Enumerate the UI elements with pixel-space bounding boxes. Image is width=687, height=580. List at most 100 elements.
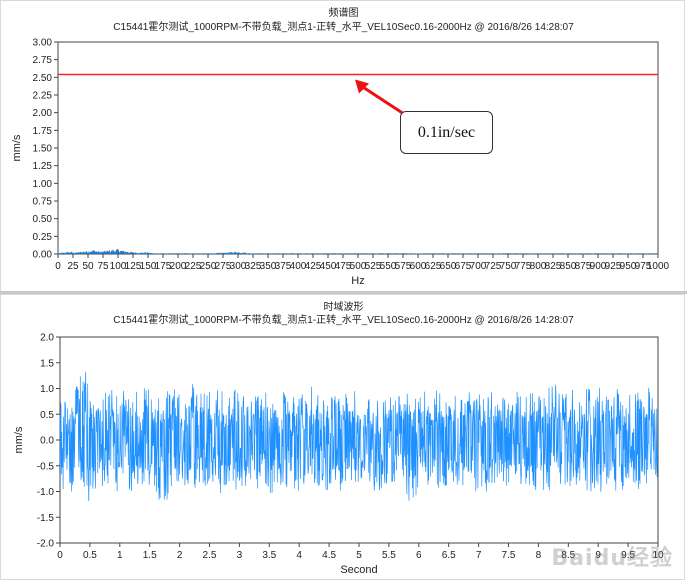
waveform-title: 时域波形 [323,302,364,313]
waveform-y-tick-label: 0.0 [40,436,54,447]
spectrum-x-tick-label: 750 [500,261,517,272]
waveform-x-tick-label: 1 [117,550,123,561]
spectrum-x-tick-label: 825 [545,261,562,272]
waveform-x-tick-label: 2.5 [203,550,217,561]
spectrum-x-tick-label: 0 [55,261,61,272]
waveform-x-tick-label: 6.5 [442,550,456,561]
waveform-x-tick-label: 9 [595,550,601,561]
waveform-y-tick-label: 0.5 [40,410,54,421]
spectrum-y-tick-label: 2.25 [33,91,53,102]
waveform-x-tick-label: 5 [356,550,362,561]
spectrum-y-tick-label: 0.50 [33,214,53,225]
spectrum-x-tick-label: 625 [425,261,442,272]
spectrum-x-tick-label: 575 [395,261,412,272]
waveform-chart: -2.0 -1.5 -1.0 -0.5 0.0 0.5 1.0 1.5 2.0 0 0.5 1 1.5 2… [13,333,664,577]
spectrum-x-tick-label: 925 [605,261,622,272]
spectrum-x-tick-label: 150 [140,261,157,272]
waveform-x-tick-label: 6 [416,550,422,561]
spectrum-y-tick-label: 0.75 [33,197,53,208]
spectrum-subtitle: C15441霍尔测试_1000RPM-不带负载_测点1-正转_水平_VEL10S… [113,22,574,33]
spectrum-y-tick-label: 3.00 [33,38,53,49]
spectrum-x-tick-label: 475 [335,261,352,272]
waveform-y-tick-label: 2.0 [40,333,54,344]
spectrum-x-tick-label: 725 [485,261,502,272]
spectrum-x-tick-label: 175 [155,261,172,272]
spectrum-title: 频谱图 [328,8,359,19]
waveform-series-line [59,371,659,502]
spectrum-x-tick-label: 850 [560,261,577,272]
spectrum-x-tick-label: 225 [185,261,202,272]
spectrum-x-tick-label: 775 [515,261,532,272]
spectrum-x-tick-label: 650 [440,261,457,272]
spectrum-x-tick-label: 25 [67,261,79,272]
waveform-x-tick-label: 10 [652,550,664,561]
spectrum-x-tick-label: 250 [200,261,217,272]
waveform-x-axis-label: Second [340,564,377,576]
spectrum-x-tick-label: 300 [230,261,247,272]
spectrum-x-tick-label: 550 [380,261,397,272]
spectrum-x-tick-label: 425 [305,261,322,272]
spectrum-y-tick-label: 0.25 [33,232,53,243]
waveform-x-tick-label: 1.5 [143,550,157,561]
spectrum-panel: 频谱图 C15441霍尔测试_1000RPM-不带负载_测点1-正转_水平_VE… [0,0,685,292]
waveform-x-tick-label: 4 [296,550,302,561]
spectrum-y-tick-label: 1.00 [33,179,53,190]
spectrum-y-tick-label: 2.50 [33,73,53,84]
waveform-panel: 时域波形 C15441霍尔测试_1000RPM-不带负载_测点1-正转_水平_V… [0,294,687,580]
spectrum-series-line [57,249,659,254]
waveform-x-tick-label: 2 [177,550,183,561]
waveform-y-tick-label: -1.0 [37,487,55,498]
spectrum-x-tick-label: 500 [350,261,367,272]
waveform-y-tick-label: 1.0 [40,384,54,395]
spectrum-x-tick-label: 900 [590,261,607,272]
spectrum-x-tick-label: 450 [320,261,337,272]
spectrum-x-tick-label: 800 [530,261,547,272]
waveform-x-tick-label: 9.5 [621,550,635,561]
panel-divider[interactable] [0,291,687,294]
waveform-x-tick-label: 8 [536,550,542,561]
spectrum-x-tick-label: 100 [110,261,127,272]
waveform-y-tick-label: -1.5 [37,513,55,524]
alarm-callout: 0.1in/sec [400,111,493,154]
waveform-x-tick-label: 0.5 [83,550,97,561]
spectrum-x-tick-label: 600 [410,261,427,272]
spectrum-x-tick-label: 350 [260,261,277,272]
spectrum-y-tick-label: 1.75 [33,126,53,137]
spectrum-x-tick-label: 200 [170,261,187,272]
spectrum-y-tick-label: 1.50 [33,144,53,155]
callout-arrow-head [355,79,369,94]
waveform-x-tick-label: 0 [57,550,63,561]
spectrum-x-tick-label: 125 [125,261,142,272]
spectrum-x-tick-label: 700 [470,261,487,272]
spectrum-y-tick-label: 2.00 [33,108,53,119]
spectrum-y-tick-label: 0.00 [33,250,53,261]
waveform-x-tick-label: 7.5 [502,550,516,561]
spectrum-y-axis-label: mm/s [11,134,23,161]
waveform-x-tick-label: 4.5 [322,550,336,561]
spectrum-x-tick-label: 325 [245,261,262,272]
waveform-y-tick-label: -2.0 [37,539,55,550]
spectrum-x-tick-label: 75 [97,261,109,272]
spectrum-x-tick-label: 525 [365,261,382,272]
callout-arrow-shaft [361,85,405,116]
waveform-x-tick-label: 5.5 [382,550,396,561]
spectrum-x-tick-label: 375 [275,261,292,272]
waveform-x-tick-label: 7 [476,550,482,561]
spectrum-y-tick-label: 1.25 [33,161,53,172]
waveform-y-axis-label: mm/s [13,426,25,453]
spectrum-x-tick-label: 675 [455,261,472,272]
waveform-y-tick-label: 1.5 [40,358,54,369]
spectrum-x-tick-label: 400 [290,261,307,272]
baidu-watermark: Baidu经验 [551,546,673,571]
spectrum-x-tick-label: 50 [82,261,94,272]
waveform-x-tick-label: 3.5 [262,550,276,561]
waveform-x-tick-label: 3 [237,550,243,561]
spectrum-x-tick-label: 275 [215,261,232,272]
spectrum-x-tick-label: 950 [620,261,637,272]
spectrum-x-tick-label: 1000 [647,261,670,272]
spectrum-x-axis-label: Hz [351,275,364,287]
waveform-y-tick-label: -0.5 [37,461,55,472]
waveform-x-tick-label: 8.5 [561,550,575,561]
spectrum-x-tick-label: 975 [635,261,652,272]
waveform-subtitle: C15441霍尔测试_1000RPM-不带负载_测点1-正转_水平_VEL10S… [113,315,574,326]
